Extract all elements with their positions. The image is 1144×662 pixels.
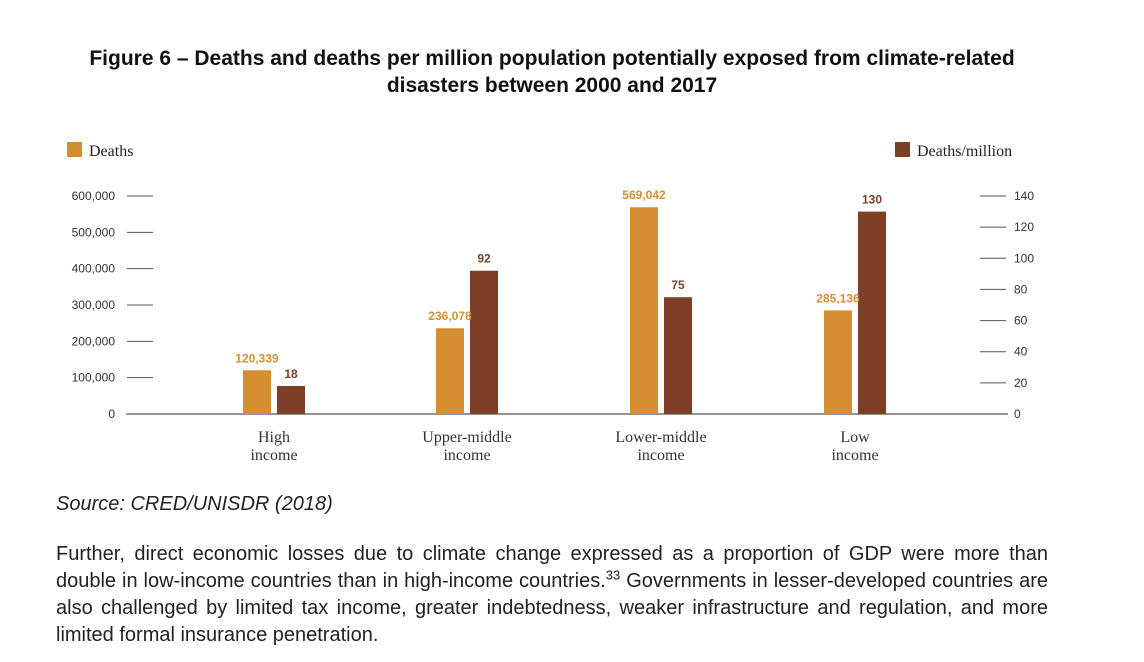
legend-swatch-deaths (67, 142, 82, 157)
left-tick-label: 600,000 (72, 189, 116, 203)
category-label-line-1: High (258, 429, 290, 446)
left-tick-label: 0 (108, 407, 115, 421)
category-label-line-1: Upper-middle (422, 429, 511, 446)
data-label-deaths: 569,042 (622, 188, 666, 202)
bar-deaths (824, 310, 852, 414)
category-label-line-1: Lower-middle (615, 429, 706, 446)
category-label-line-2: income (443, 447, 490, 464)
body-paragraph: Further, direct economic losses due to c… (56, 541, 1048, 649)
right-tick-label: 140 (1014, 189, 1034, 203)
bar-deaths (243, 370, 271, 414)
bar-deaths-per-million (277, 385, 305, 414)
data-label-deaths: 285,136 (816, 291, 860, 305)
legend-swatch-deaths-per-million (895, 142, 910, 157)
right-tick-label: 60 (1014, 314, 1028, 328)
data-label-deaths: 236,078 (428, 309, 472, 323)
dual-axis-bar-chart: 0 100,000 200,000 300,000 400,000 500,000 600,… (67, 142, 1034, 464)
paragraph-text-part-2: Governments in lesser-developed countrie… (56, 570, 1048, 646)
figure-title-line-1: Figure 6 – Deaths and deaths per million… (89, 47, 1015, 70)
left-tick-label: 500,000 (72, 225, 116, 239)
figure-title: Figure 6 – Deaths and deaths per million… (60, 45, 1044, 99)
left-tick-label: 400,000 (72, 262, 116, 276)
bar-deaths-per-million (858, 211, 886, 414)
source-note: Source: CRED/UNISDR (2018) (56, 493, 333, 515)
left-tick-label: 300,000 (72, 298, 116, 312)
figure-title-line-2: disasters between 2000 and 2017 (386, 74, 718, 97)
legend-label-deaths-per-million: Deaths/million (917, 143, 1012, 160)
data-label-deaths-per-million: 130 (862, 193, 882, 207)
data-label-deaths: 120,339 (235, 351, 279, 365)
bar-deaths (436, 328, 464, 414)
data-label-deaths-per-million: 75 (671, 278, 685, 292)
bar-deaths-per-million (470, 270, 498, 414)
right-tick-label: 120 (1014, 220, 1034, 234)
bar-deaths-per-million (664, 297, 692, 414)
legend-label-deaths: Deaths (89, 143, 133, 160)
right-tick-label: 20 (1014, 376, 1028, 390)
bar-deaths (630, 207, 658, 414)
right-tick-label: 0 (1014, 407, 1021, 421)
left-tick-label: 100,000 (72, 371, 116, 385)
category-label-line-1: Low (840, 429, 870, 446)
category-label-line-2: income (637, 447, 684, 464)
left-tick-label: 200,000 (72, 334, 116, 348)
right-tick-label: 80 (1014, 282, 1028, 296)
paragraph-text-part-1: Further, direct economic losses due to c… (56, 543, 1048, 592)
category-label-line-2: income (250, 447, 297, 464)
right-tick-label: 100 (1014, 251, 1034, 265)
data-label-deaths-per-million: 18 (284, 367, 298, 381)
category-label-line-2: income (831, 447, 878, 464)
footnote-marker: 33 (605, 567, 621, 583)
right-tick-label: 40 (1014, 345, 1028, 359)
data-label-deaths-per-million: 92 (477, 252, 491, 266)
